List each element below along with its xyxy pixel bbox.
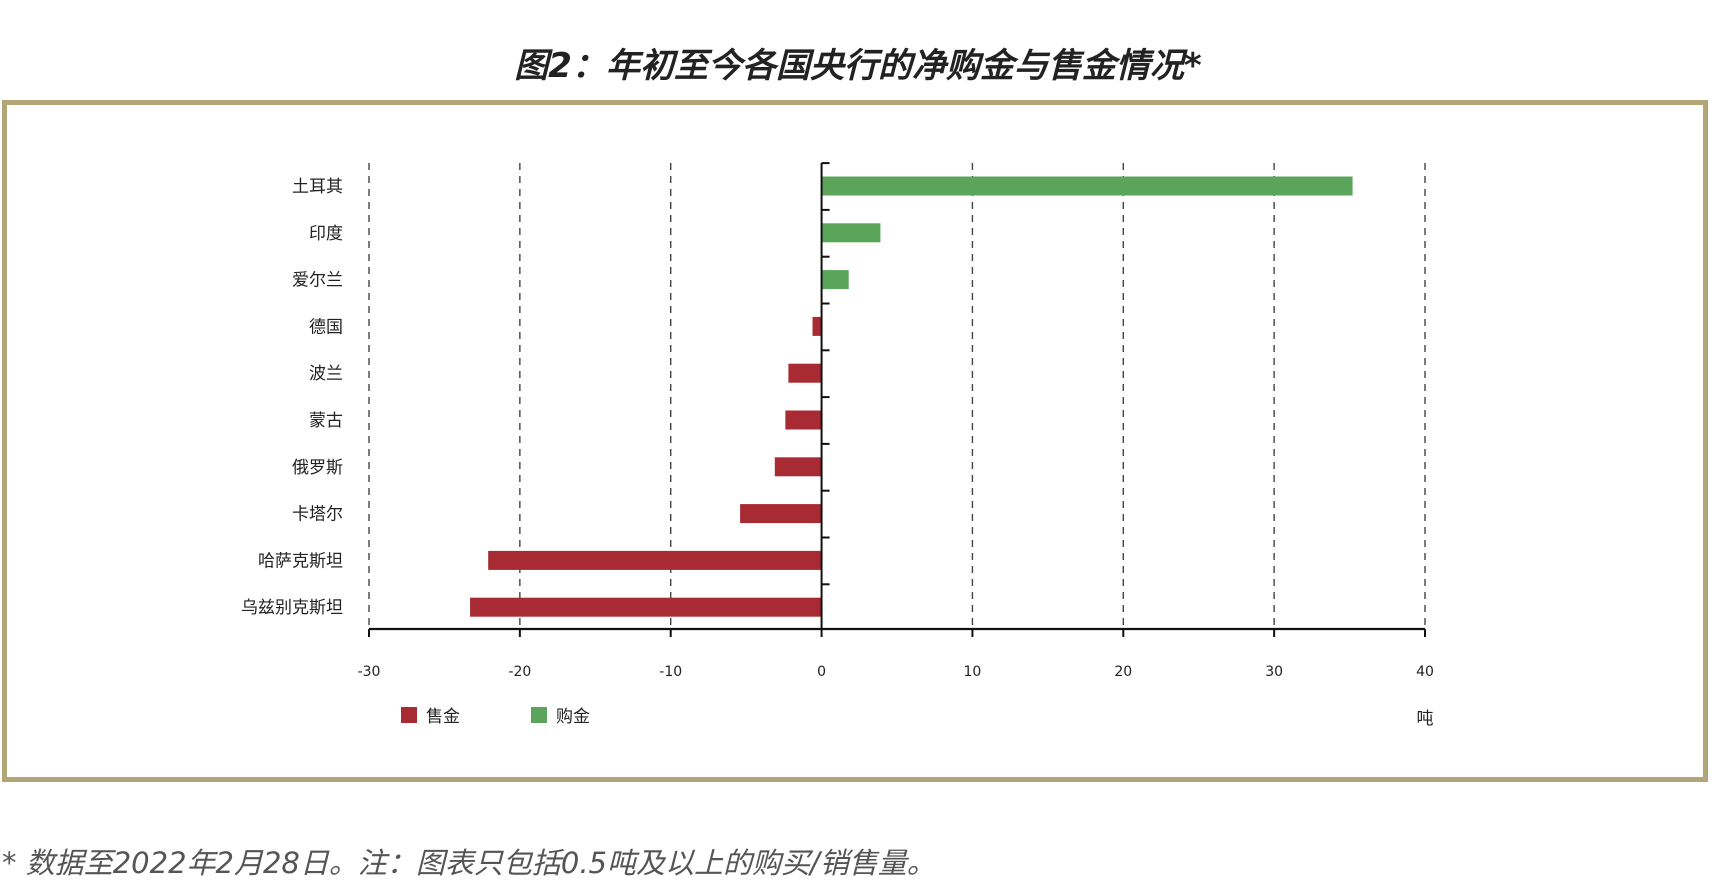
x-tick-label: 0: [817, 664, 826, 680]
category-label: 印度: [309, 224, 343, 244]
x-tick-label: 20: [1114, 664, 1132, 680]
chart-title: 图2：年初至今各国央行的净购金与售金情况*: [514, 46, 1202, 86]
bar: [470, 597, 822, 617]
category-label: 波兰: [309, 364, 343, 384]
bar: [821, 223, 881, 243]
legend-label: 购金: [556, 707, 590, 727]
bar: [774, 457, 822, 477]
x-tick-label: -20: [508, 664, 531, 680]
bar: [821, 270, 849, 290]
bar: [821, 176, 1353, 196]
category-label: 哈萨克斯坦: [258, 551, 343, 571]
legend: 售金 购金: [401, 707, 590, 727]
x-tick-label: -10: [659, 664, 682, 680]
bar: [812, 316, 822, 336]
bars: [470, 176, 1353, 617]
axes: [368, 162, 1426, 637]
legend-swatch: [401, 707, 417, 723]
category-label: 乌兹别克斯坦: [241, 598, 343, 618]
category-label: 卡塔尔: [292, 505, 343, 525]
x-tick-label: 40: [1416, 664, 1434, 680]
x-tick-label: -30: [358, 664, 381, 680]
chart-frame: [2, 100, 1708, 782]
category-label: 爱尔兰: [292, 271, 343, 291]
tick-labels: -30 -20 -10 0 10 20 30 40 吨: [358, 664, 1434, 729]
bar: [488, 550, 822, 570]
bar: [788, 363, 822, 383]
footnote: * 数据至2022年2月28日。注：图表只包括0.5吨及以上的购买/销售量。: [2, 846, 936, 880]
x-tick-label: 10: [964, 664, 982, 680]
category-label: 土耳其: [292, 177, 343, 197]
category-label: 蒙古: [309, 411, 343, 431]
category-label: 德国: [309, 317, 343, 337]
legend-swatch: [531, 707, 547, 723]
bar: [785, 410, 822, 430]
category-label: 俄罗斯: [292, 458, 343, 478]
x-tick-label: 30: [1265, 664, 1283, 680]
legend-label: 售金: [426, 707, 460, 727]
bar: [740, 504, 822, 524]
x-axis-unit-label: 吨: [1417, 709, 1434, 729]
